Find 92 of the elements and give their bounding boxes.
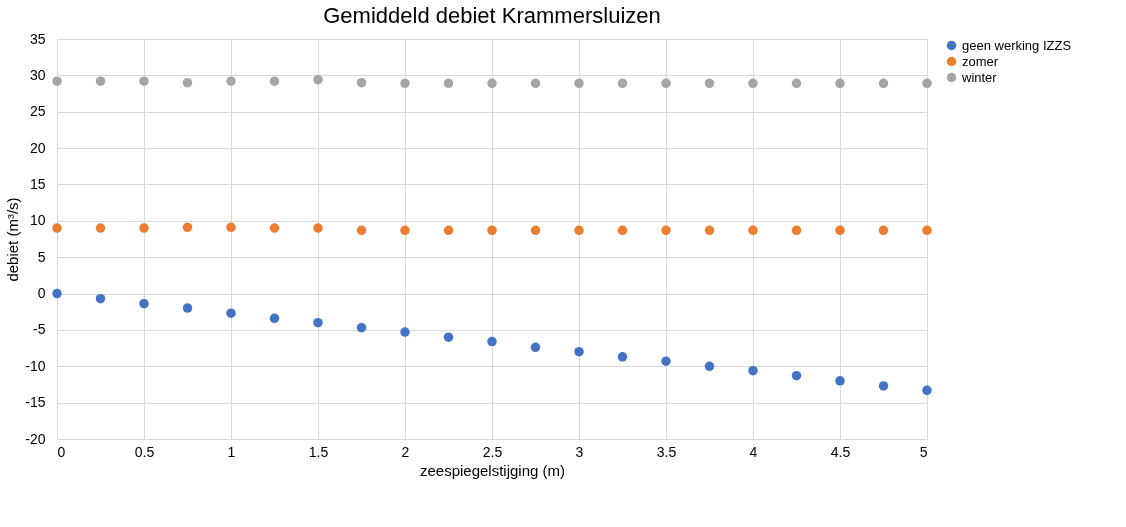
point bbox=[661, 225, 671, 236]
point bbox=[704, 361, 715, 372]
point bbox=[95, 223, 106, 233]
point bbox=[530, 78, 541, 89]
point bbox=[95, 76, 106, 86]
point bbox=[748, 78, 758, 89]
point bbox=[704, 225, 715, 236]
x-tick-label: 0 bbox=[57, 443, 66, 460]
point bbox=[487, 225, 497, 236]
point bbox=[661, 78, 671, 89]
y-tick-label: 25 bbox=[29, 103, 46, 120]
legend-label: winter bbox=[961, 69, 998, 85]
x-tick-label: 2.5 bbox=[482, 443, 503, 460]
point bbox=[226, 308, 236, 318]
y-tick-label: 10 bbox=[29, 212, 46, 229]
point bbox=[574, 225, 584, 236]
point bbox=[400, 327, 410, 337]
point bbox=[878, 381, 889, 391]
point bbox=[269, 313, 280, 324]
point bbox=[139, 223, 149, 233]
x-tick-label: 3.5 bbox=[656, 443, 677, 460]
point bbox=[835, 78, 845, 89]
x-tick-label: 1.5 bbox=[308, 443, 329, 460]
point bbox=[617, 352, 628, 362]
point bbox=[52, 223, 62, 233]
point bbox=[922, 225, 932, 236]
point bbox=[748, 225, 758, 236]
point bbox=[617, 78, 628, 89]
point bbox=[791, 370, 802, 381]
point bbox=[835, 225, 845, 236]
y-tick-label: 15 bbox=[29, 175, 46, 192]
y-tick-label: -10 bbox=[25, 357, 46, 374]
point bbox=[269, 223, 280, 233]
x-tick-label: 3 bbox=[575, 443, 584, 460]
point bbox=[748, 365, 758, 376]
y-tick-label: -15 bbox=[25, 394, 46, 411]
point bbox=[226, 76, 236, 86]
point bbox=[226, 222, 236, 233]
y-tick-label: -20 bbox=[25, 430, 46, 447]
y-axis-title: debiet (m³/s) bbox=[4, 197, 22, 282]
point bbox=[878, 225, 889, 236]
x-tick-label: 2 bbox=[401, 443, 410, 460]
y-tick-label: -5 bbox=[33, 321, 46, 338]
point bbox=[443, 225, 454, 236]
x-tick-label: 1 bbox=[227, 443, 236, 460]
point bbox=[313, 317, 323, 328]
point bbox=[356, 225, 367, 236]
point bbox=[922, 78, 932, 89]
point bbox=[791, 225, 802, 236]
point bbox=[139, 298, 149, 309]
point bbox=[617, 225, 628, 236]
point bbox=[400, 225, 410, 236]
point bbox=[574, 78, 584, 89]
point bbox=[400, 78, 410, 89]
point bbox=[182, 303, 193, 313]
point bbox=[530, 342, 541, 353]
point bbox=[574, 346, 584, 357]
point bbox=[487, 336, 497, 347]
point bbox=[487, 78, 497, 89]
legend-label: zomer bbox=[962, 53, 999, 69]
x-tick-label: 4 bbox=[749, 443, 758, 460]
point bbox=[661, 356, 671, 366]
chart-title: Gemiddeld debiet Krammersluizen bbox=[323, 3, 661, 28]
point bbox=[356, 77, 367, 88]
point bbox=[313, 74, 323, 85]
point bbox=[922, 385, 932, 396]
point bbox=[52, 288, 62, 299]
point bbox=[139, 76, 149, 86]
x-axis-title: zeespiegelstijging (m) bbox=[419, 461, 566, 479]
y-tick-label: 20 bbox=[29, 139, 46, 156]
point bbox=[530, 225, 541, 236]
y-tick-label: 30 bbox=[29, 66, 46, 83]
y-tick-label: 0 bbox=[37, 285, 46, 302]
legend-label: geen werking IZZS bbox=[962, 37, 1072, 53]
point bbox=[95, 293, 106, 304]
x-tick-label: 5 bbox=[919, 443, 928, 460]
point bbox=[835, 376, 845, 386]
x-tick-label: 4.5 bbox=[830, 443, 851, 460]
point bbox=[443, 78, 454, 89]
x-tick-label: 0.5 bbox=[134, 443, 155, 460]
y-tick-label: 5 bbox=[37, 248, 46, 265]
y-tick-label: 35 bbox=[29, 30, 46, 47]
point bbox=[182, 222, 193, 233]
point bbox=[878, 78, 889, 89]
point bbox=[313, 223, 323, 233]
point bbox=[443, 332, 454, 342]
point bbox=[182, 77, 193, 88]
point bbox=[356, 322, 367, 333]
point bbox=[791, 78, 802, 89]
point bbox=[704, 78, 715, 89]
point bbox=[52, 76, 62, 86]
point bbox=[269, 76, 280, 86]
